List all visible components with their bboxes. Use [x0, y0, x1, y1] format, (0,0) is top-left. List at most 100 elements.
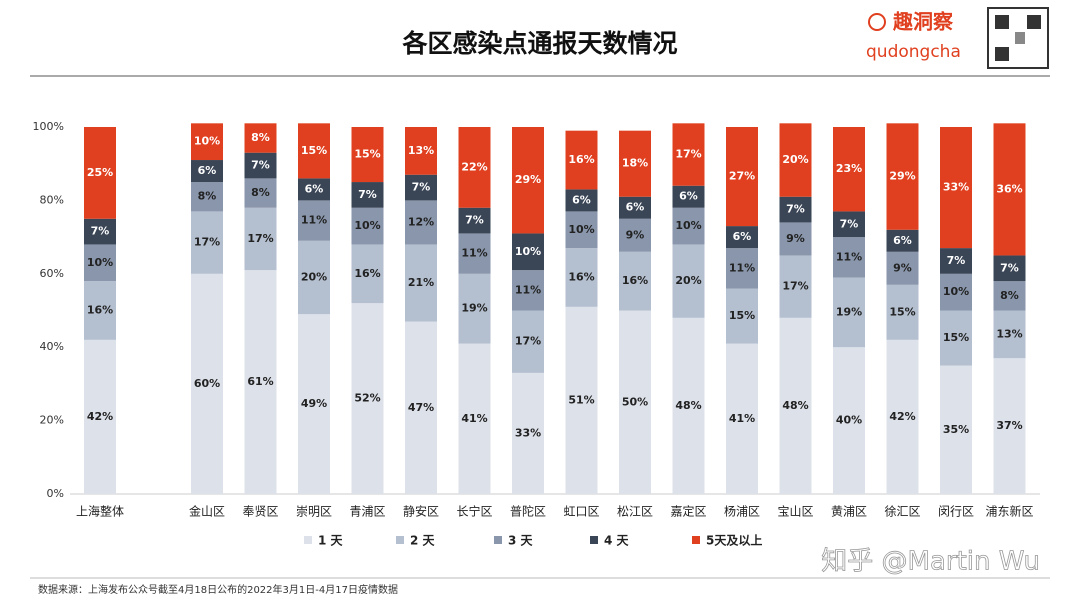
bar-segment: [298, 314, 330, 494]
value-label: 25%: [87, 166, 113, 179]
x-tick-label: 杨浦区: [724, 504, 760, 519]
bar-segment: [833, 237, 865, 278]
bar-segment: [84, 244, 116, 282]
value-label: 15%: [729, 309, 755, 322]
value-label: 41%: [461, 412, 487, 425]
bar-segment: [84, 339, 116, 494]
value-label: 15%: [943, 331, 969, 344]
brand: 趣洞察: [892, 10, 954, 34]
value-label: 16%: [87, 304, 113, 317]
bar-segment: [672, 244, 705, 318]
legend-label: 2 天: [410, 534, 436, 548]
legend-label: 1 天: [318, 534, 344, 548]
value-label: 10%: [194, 135, 220, 148]
value-label: 40%: [836, 414, 862, 427]
y-tick-label: 0%: [47, 487, 64, 500]
value-label: 11%: [301, 214, 327, 227]
value-label: 35%: [943, 423, 969, 436]
bar-segment: [672, 185, 705, 208]
bar-segment: [244, 270, 277, 494]
value-label: 48%: [675, 399, 701, 412]
value-label: 9%: [893, 261, 912, 274]
value-label: 6%: [626, 201, 645, 214]
value-label: 7%: [91, 225, 110, 238]
bar-segment: [298, 240, 330, 315]
bar-segment: [726, 343, 758, 494]
chart-title: 各区感染点通报天数情况: [401, 29, 677, 58]
qr-code: [1027, 15, 1041, 29]
bar-segment: [565, 130, 598, 190]
x-tick-label: 金山区: [189, 504, 225, 519]
value-label: 16%: [622, 274, 648, 287]
x-tick-label: 崇明区: [296, 505, 332, 519]
bar-segment: [405, 244, 437, 322]
bar-segment: [779, 222, 812, 256]
qr-code: [995, 47, 1009, 61]
x-tick-label: 浦东新区: [985, 504, 1033, 519]
bar-segment: [512, 310, 544, 373]
value-label: 11%: [729, 261, 755, 274]
value-label: 29%: [515, 173, 541, 186]
x-tick-label: 宝山区: [777, 505, 813, 519]
legend-swatch: [396, 536, 404, 544]
value-label: 21%: [408, 276, 434, 289]
value-label: 8%: [251, 186, 270, 199]
bar-segment: [458, 273, 491, 344]
value-label: 6%: [198, 164, 217, 177]
value-label: 61%: [247, 375, 273, 388]
value-label: 11%: [461, 247, 487, 260]
value-label: 8%: [251, 131, 270, 144]
bar-segment: [191, 123, 223, 161]
bar-segment: [458, 127, 491, 208]
x-tick-label: 松江区: [617, 505, 653, 519]
value-label: 19%: [461, 302, 487, 315]
value-label: 13%: [996, 327, 1022, 340]
bar-segment: [833, 347, 865, 494]
value-label: 8%: [198, 190, 217, 203]
y-tick-label: 20%: [40, 414, 64, 427]
value-label: 10%: [87, 256, 113, 269]
y-tick-label: 80%: [40, 193, 64, 206]
bar-segment: [191, 273, 223, 494]
legend-label: 3 天: [508, 534, 534, 548]
bar-segment: [351, 207, 384, 245]
bar-segment: [619, 218, 651, 252]
value-label: 41%: [729, 412, 755, 425]
bar-segment: [940, 365, 972, 494]
bar-segment: [191, 182, 223, 212]
value-label: 13%: [408, 144, 434, 157]
value-label: 6%: [305, 182, 324, 195]
bar-segment: [672, 207, 705, 245]
bar-segment: [351, 244, 384, 304]
y-tick-label: 100%: [33, 120, 64, 133]
value-label: 17%: [515, 335, 541, 348]
brand-sub: qudongcha: [866, 42, 961, 62]
x-tick-label: 普陀区: [510, 504, 546, 519]
bar-segment: [886, 284, 919, 340]
x-tick-label: 徐汇区: [884, 504, 920, 519]
bar-segment: [298, 123, 330, 179]
bar-segment: [726, 248, 758, 289]
bar-segment: [458, 343, 491, 494]
bar-segment: [993, 310, 1026, 359]
value-label: 29%: [889, 170, 915, 183]
bar-segment: [886, 229, 919, 252]
bar-segment: [619, 310, 651, 494]
bar-segment: [726, 288, 758, 344]
value-label: 20%: [675, 274, 701, 287]
bar-segment: [512, 127, 544, 234]
value-label: 50%: [622, 395, 648, 408]
bar-segment: [84, 281, 116, 340]
value-label: 6%: [572, 193, 591, 206]
value-label: 7%: [358, 188, 377, 201]
bar-segment: [84, 218, 116, 245]
qr-code: [995, 15, 1009, 29]
bar-segment: [779, 317, 812, 494]
value-label: 17%: [782, 280, 808, 293]
value-label: 10%: [515, 245, 541, 258]
y-tick-label: 60%: [40, 267, 64, 280]
bar-segment: [886, 251, 919, 285]
value-label: 23%: [836, 162, 862, 175]
bar-segment: [244, 123, 277, 153]
bar-segment: [993, 281, 1026, 311]
